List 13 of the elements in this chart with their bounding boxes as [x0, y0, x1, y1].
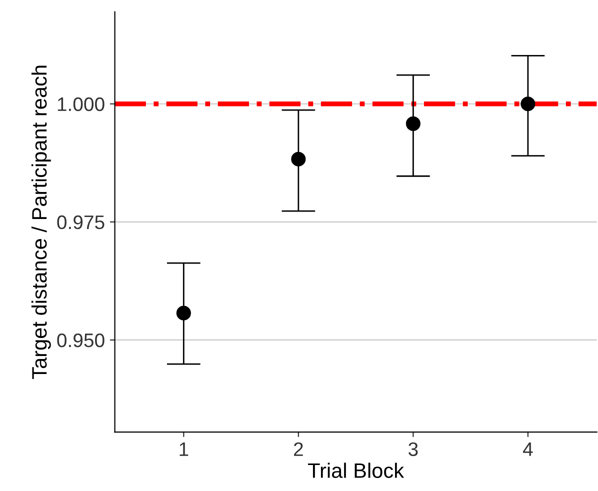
x-axis-title: Trial Block [308, 462, 404, 478]
point [520, 96, 536, 112]
x-tick-label: 2 [294, 442, 303, 456]
y-tick-label: 0.975 [57, 215, 104, 230]
x-tick-label: 3 [408, 442, 418, 456]
point [291, 152, 306, 166]
y-tick-label: 1.000 [58, 97, 104, 112]
y-axis-title: Target distance / Participant reach [31, 66, 51, 379]
point [176, 306, 191, 320]
point [406, 116, 420, 131]
x-tick-label: 4 [522, 442, 533, 456]
y-tick-label: 0.950 [57, 333, 104, 348]
x-tick-label: 1 [180, 442, 188, 456]
